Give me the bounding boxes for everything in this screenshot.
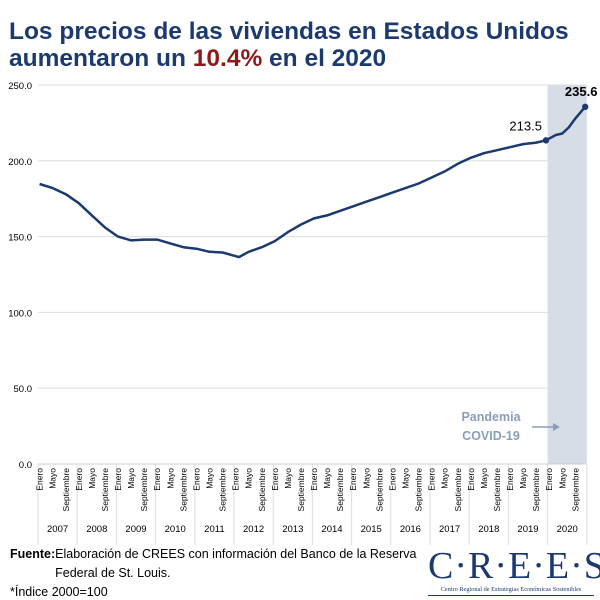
data-point (542, 137, 550, 144)
pandemic-shade (547, 85, 587, 464)
year-label: 2016 (400, 524, 421, 535)
month-tick-label: Septiembre (374, 468, 384, 512)
month-tick-label: Enero (505, 468, 515, 491)
month-tick-label: Enero (427, 468, 437, 491)
month-tick-label: Mayo (518, 468, 528, 489)
month-tick-label: Enero (35, 468, 45, 491)
year-label: 2011 (204, 524, 224, 535)
year-label: 2019 (517, 524, 538, 535)
month-tick-label: Enero (309, 468, 319, 491)
year-label: 2010 (165, 524, 186, 535)
month-tick-label: Septiembre (296, 468, 306, 512)
y-tick-label: 50.0 (14, 384, 33, 395)
year-label: 2013 (282, 524, 303, 535)
chart-title: Los precios de las viviendas en Estados … (9, 18, 599, 72)
month-tick-label: Septiembre (100, 468, 110, 512)
month-tick-label: Septiembre (414, 468, 424, 512)
month-tick-label: Mayo (244, 468, 254, 489)
month-tick-label: Mayo (322, 468, 332, 489)
month-tick-label: Enero (544, 468, 554, 491)
footer: Fuente: Elaboración de CREES con informa… (10, 545, 455, 600)
month-tick-label: Mayo (283, 468, 293, 489)
month-tick-label: Septiembre (335, 468, 345, 512)
y-tick-label: 150.0 (8, 233, 32, 244)
month-tick-label: Enero (191, 468, 201, 491)
month-tick-label: Enero (348, 468, 358, 491)
month-tick-label: Septiembre (531, 468, 541, 512)
month-tick-label: Enero (270, 468, 280, 491)
arrow-head-icon (553, 423, 560, 431)
month-tick-label: Septiembre (257, 468, 267, 512)
month-tick-label: Mayo (87, 468, 97, 489)
data-label: 213.5 (509, 118, 542, 133)
month-tick-label: Enero (152, 468, 162, 491)
source-label: Fuente: (10, 547, 56, 561)
month-tick-label: Septiembre (178, 468, 188, 512)
data-label: 235.6 (565, 84, 598, 99)
month-tick-label: Septiembre (453, 468, 463, 512)
year-label: 2008 (86, 524, 107, 535)
year-label: 2012 (243, 524, 264, 535)
y-tick-label: 200.0 (8, 157, 32, 168)
month-tick-label: Enero (387, 468, 397, 491)
index-note: *Índice 2000=100 (10, 585, 108, 599)
title-line2-end: en el 2020 (262, 45, 387, 72)
crees-logo: C·R·E·E·S Centro Regional de Estrategias … (428, 547, 600, 596)
month-tick-label: Mayo (401, 468, 411, 489)
month-tick-label: Mayo (205, 468, 215, 489)
month-tick-label: Septiembre (570, 468, 580, 512)
month-tick-label: Enero (231, 468, 241, 491)
year-label: 2009 (125, 524, 146, 535)
month-tick-label: Mayo (557, 468, 567, 489)
month-tick-label: Mayo (48, 468, 58, 489)
source-text: Elaboración de CREES con información del… (55, 547, 417, 580)
data-point (581, 103, 589, 111)
month-tick-label: Septiembre (218, 468, 228, 512)
month-tick-label: Mayo (479, 468, 489, 489)
title-highlight: 10.4% (192, 45, 263, 72)
month-tick-label: Septiembre (139, 468, 149, 512)
month-tick-label: Mayo (165, 468, 175, 489)
y-tick-label: 100.0 (8, 308, 32, 319)
series-line (39, 105, 587, 259)
y-tick-label: 0.0 (19, 460, 32, 471)
month-tick-label: Mayo (361, 468, 371, 489)
title-line1: Los precios de las viviendas en Estados … (9, 18, 569, 45)
year-label: 2018 (478, 524, 499, 535)
month-tick-label: Septiembre (492, 468, 502, 512)
year-label: 2020 (557, 524, 578, 535)
month-tick-label: Enero (113, 468, 123, 491)
year-label: 2015 (361, 524, 382, 535)
month-tick-label: Septiembre (61, 468, 71, 512)
month-tick-label: Mayo (440, 468, 450, 489)
pandemic-label: Pandemia (461, 410, 521, 424)
y-tick-label: 250.0 (8, 81, 32, 92)
month-tick-label: Enero (466, 468, 476, 491)
pandemic-label: COVID-19 (462, 429, 520, 443)
year-label: 2017 (439, 524, 460, 535)
year-label: 2014 (321, 524, 342, 535)
title-line2: aumentaron un (9, 45, 193, 72)
month-tick-label: Mayo (126, 468, 136, 489)
month-tick-label: Enero (74, 468, 84, 491)
year-label: 2007 (47, 524, 68, 535)
